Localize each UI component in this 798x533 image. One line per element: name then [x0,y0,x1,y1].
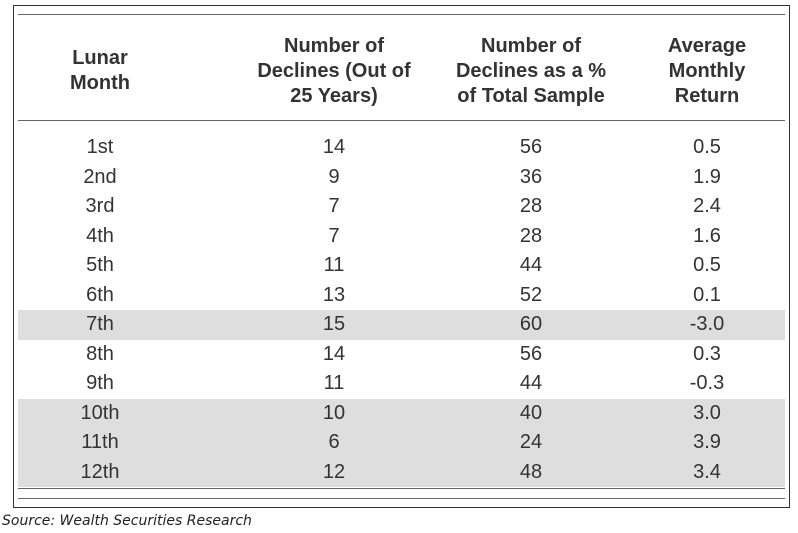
declines-count-cell: 15 [322,313,346,335]
declines-count-cell: 11 [323,372,345,394]
month-cell: 7th [86,313,114,335]
declines-percent-cell: 36 [519,165,543,188]
column-header-line: Declines as a % [455,60,607,82]
table-row: 10th 10 40 3.0 [18,398,785,428]
month-cell: 3rd [85,195,115,217]
declines-percent-cell: 52 [519,283,543,306]
declines-percent-cell: 44 [519,372,543,394]
table-row: 4th 7 28 1.6 [18,222,785,252]
column-header-line: Declines (Out of [257,60,411,82]
table-row: 2nd 9 36 1.9 [18,163,785,193]
declines-percent-cell: 48 [519,460,543,483]
avg-return-cell: 0.1 [693,283,721,306]
month-cell: 2nd [83,165,117,188]
month-cell: 12th [80,460,120,483]
table-row: 9th 11 44 -0.3 [18,369,785,399]
header-rule [18,120,785,121]
column-header-line: Month [70,72,130,94]
avg-return-cell: 0.5 [693,136,721,158]
column-header-line: 25 Years) [290,85,378,107]
column-header-line: Return [674,85,740,107]
top-rule [18,14,785,15]
data-table-frame: Lunar Month Number of Declines (Out of 25 Ye… [13,5,790,508]
avg-return-cell: 0.5 [693,254,721,276]
declines-count-cell: 9 [328,165,340,188]
column-header-1: Lunar Month [25,46,175,96]
table-body: 1st 14 56 0.5 2nd 9 36 1.9 3rd 7 28 2.4 4th 7 28 1.6 5th… [18,133,785,487]
bottom-rule-double [18,498,785,499]
avg-return-cell: 1.9 [693,165,721,188]
avg-return-cell: -0.3 [689,372,725,394]
column-header-line: Monthly [668,60,746,82]
declines-count-cell: 14 [322,342,346,365]
declines-percent-cell: 40 [519,401,543,424]
column-header-line: Lunar [72,47,128,69]
declines-percent-cell: 24 [519,431,543,453]
source-note: Source: Wealth Securities Research [2,513,252,529]
declines-count-cell: 14 [322,136,346,158]
table-row: 1st 14 56 0.5 [18,133,785,163]
declines-percent-cell: 28 [519,195,543,217]
avg-return-cell: 3.0 [693,401,721,424]
avg-return-cell: 2.4 [693,195,721,217]
month-cell: 5th [86,254,114,276]
table-row: 12th 12 48 3.4 [18,457,785,487]
avg-return-cell: 0.3 [693,342,721,365]
column-header-3: Number of Declines as a % of Total Sample [431,34,631,109]
table-row: 5th 11 44 0.5 [18,251,785,281]
table-row: 11th 6 24 3.9 [18,428,785,458]
table-row: 7th 15 60 -3.0 [18,310,785,340]
declines-count-cell: 13 [322,283,346,306]
declines-percent-cell: 56 [519,342,543,365]
declines-count-cell: 11 [323,254,345,276]
month-cell: 4th [86,224,114,247]
declines-count-cell: 7 [328,195,340,217]
avg-return-cell: 1.6 [693,224,721,247]
column-header-4: Average Monthly Return [632,34,782,109]
column-header-line: Number of [481,35,581,57]
declines-count-cell: 10 [322,401,346,424]
month-cell: 10th [80,401,120,424]
table-row: 8th 14 56 0.3 [18,340,785,370]
month-cell: 6th [86,283,114,306]
avg-return-cell: 3.9 [693,431,721,453]
declines-percent-cell: 56 [519,136,543,158]
declines-count-cell: 12 [322,460,346,483]
month-cell: 9th [86,372,114,394]
avg-return-cell: -3.0 [689,313,725,335]
declines-percent-cell: 28 [519,224,543,247]
avg-return-cell: 3.4 [693,460,721,483]
declines-percent-cell: 60 [519,313,543,335]
column-header-line: of Total Sample [457,85,605,107]
bottom-rule [18,488,785,489]
declines-count-cell: 6 [328,431,340,453]
table-row: 3rd 7 28 2.4 [18,192,785,222]
column-header-line: Average [667,35,747,57]
table-row: 6th 13 52 0.1 [18,281,785,311]
declines-count-cell: 7 [328,224,340,247]
month-cell: 8th [86,342,114,365]
column-header-line: Number of [284,35,384,57]
month-cell: 1st [86,136,114,158]
column-header-2: Number of Declines (Out of 25 Years) [234,34,434,109]
month-cell: 11th [81,431,119,453]
declines-percent-cell: 44 [519,254,543,276]
